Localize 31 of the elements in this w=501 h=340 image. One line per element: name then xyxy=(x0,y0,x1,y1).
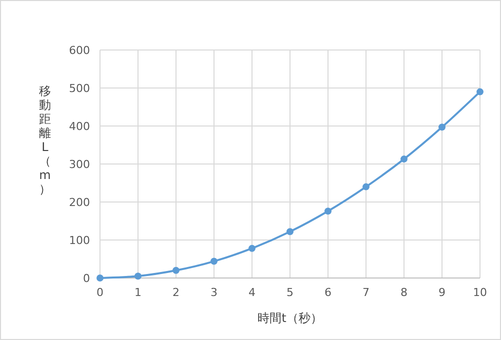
x-tick-label: 6 xyxy=(324,286,332,299)
point xyxy=(438,124,446,131)
x-tick-label: 8 xyxy=(400,286,408,299)
y-tick-label: 400 xyxy=(69,120,90,133)
x-tick-label: 7 xyxy=(362,286,370,299)
x-tick-label: 5 xyxy=(286,286,294,299)
y-tick-label: 0 xyxy=(83,272,90,285)
x-axis-title: 時間t（秒） xyxy=(258,311,322,325)
point xyxy=(400,156,408,163)
point xyxy=(248,244,256,252)
point xyxy=(210,258,218,265)
x-tick-label: 9 xyxy=(438,286,446,299)
y-tick-label: 200 xyxy=(69,196,90,209)
y-tick-label: 600 xyxy=(69,44,90,57)
point xyxy=(324,208,332,215)
x-tick-label: 3 xyxy=(210,286,218,299)
x-tick-label: 4 xyxy=(248,286,256,299)
y-tick-label: 500 xyxy=(69,82,90,95)
point xyxy=(362,183,370,190)
point xyxy=(172,266,180,274)
y-tick-label: 100 xyxy=(69,234,90,247)
x-tick-label: 0 xyxy=(96,286,104,299)
point xyxy=(96,274,104,282)
x-tick-label: 10 xyxy=(473,286,487,299)
x-tick-label: 2 xyxy=(172,286,180,299)
point xyxy=(134,272,142,280)
x-tick-label: 1 xyxy=(134,286,142,299)
y-tick-label: 300 xyxy=(69,158,90,171)
point xyxy=(286,228,294,236)
y-axis-title: 移動距離L（m） xyxy=(39,84,51,196)
point xyxy=(476,88,484,96)
